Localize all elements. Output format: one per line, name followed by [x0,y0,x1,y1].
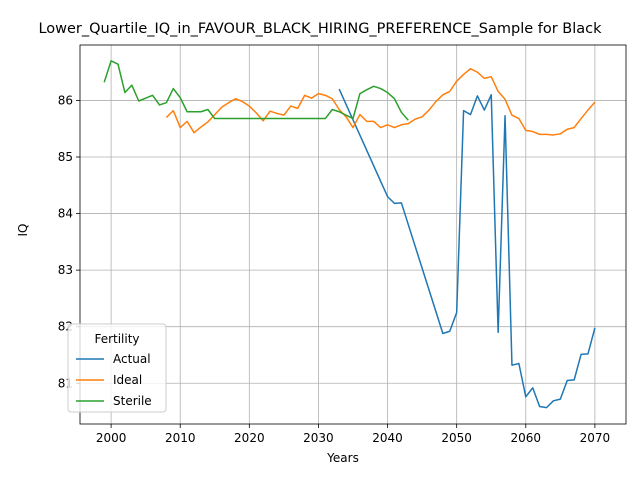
legend-frame [67,323,167,413]
gridlines [80,45,626,424]
chart-title: Lower_Quartile_IQ_in_FAVOUR_BLACK_HIRING… [38,21,602,37]
x-axis: 2000 2010 2020 2030 2040 2050 2060 2070 [96,424,610,445]
y-tick-label: 86 [58,93,73,107]
plot-area [79,44,627,425]
x-tick-label: 2040 [372,431,403,445]
legend-title: Fertility [94,332,139,346]
x-tick-label: 2070 [580,431,611,445]
x-tick-label: 2050 [441,431,472,445]
legend-label-ideal: Ideal [113,373,142,387]
x-tick-label: 2030 [303,431,334,445]
legend: Fertility Actual Ideal Sterile [67,323,167,413]
x-tick-label: 2020 [234,431,265,445]
y-tick-label: 83 [58,263,73,277]
legend-label-actual: Actual [113,352,151,366]
series-line-ideal [165,68,596,136]
series-lines [103,60,596,409]
x-tick-label: 2010 [165,431,196,445]
series-line-sterile [103,60,409,121]
x-tick-label: 2060 [511,431,542,445]
y-tick-label: 85 [58,150,73,164]
y-axis-title: IQ [16,224,30,237]
y-tick-label: 84 [58,207,73,221]
series-line-actual [338,88,596,409]
x-axis-title: Years [326,451,359,465]
x-tick-label: 2000 [96,431,127,445]
legend-label-sterile: Sterile [113,394,152,408]
